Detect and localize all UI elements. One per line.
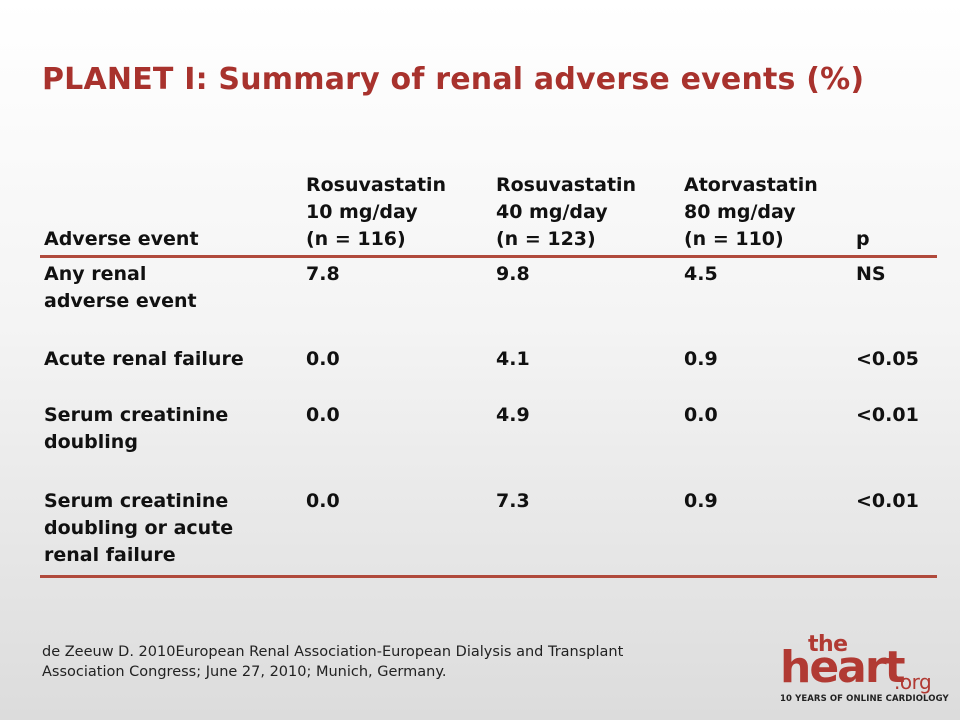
ros10-cell: 0.0 xyxy=(306,403,340,426)
header-rosuvastatin-40: Rosuvastatin 40 mg/day (n = 123) xyxy=(496,174,637,250)
ros10-cell: 7.8 xyxy=(306,263,340,285)
event-cell: Any renal adverse event xyxy=(44,263,197,312)
ros40-cell: 4.1 xyxy=(496,347,530,370)
header-atorvastatin-80: Atorvastatin 80 mg/day (n = 110) xyxy=(684,174,818,250)
slide-title: PLANET I: Summary of renal adverse event… xyxy=(42,62,865,97)
header-p-value: p xyxy=(856,228,870,250)
event-cell: Serum creatinine doubling or acute renal… xyxy=(44,489,234,566)
ator80-cell: 0.9 xyxy=(684,347,718,370)
ator80-cell: 4.5 xyxy=(684,263,718,285)
logo-org: .org xyxy=(894,670,932,694)
ros40-cell: 9.8 xyxy=(496,263,530,285)
p-cell: <0.01 xyxy=(856,489,919,512)
ros40-cell: 7.3 xyxy=(496,489,530,512)
event-cell: Serum creatinine doubling xyxy=(44,403,229,453)
table-row: Serum creatinine doubling or acute renal… xyxy=(40,485,937,577)
header-rosuvastatin-10: Rosuvastatin 10 mg/day (n = 116) xyxy=(306,174,447,250)
ator80-cell: 0.0 xyxy=(684,403,718,426)
logo-heart: heart xyxy=(780,642,906,693)
theheart-logo: the heart .org 10 YEARS OF ONLINE CARDIO… xyxy=(776,632,949,708)
ros10-cell: 0.0 xyxy=(306,347,340,370)
event-cell: Acute renal failure xyxy=(44,347,244,370)
ros40-cell: 4.9 xyxy=(496,403,530,426)
logo-the: the xyxy=(808,632,848,657)
table-row: Acute renal failure 0.0 4.1 0.9 <0.05 xyxy=(40,343,937,399)
table-row: Serum creatinine doubling 0.0 4.9 0.0 <0… xyxy=(40,399,937,485)
table-row: Any renal adverse event 7.8 9.8 4.5 NS xyxy=(40,257,937,343)
header-adverse-event: Adverse event xyxy=(44,228,199,250)
ator80-cell: 0.9 xyxy=(684,489,718,512)
adverse-events-table: Adverse event Rosuvastatin 10 mg/day (n … xyxy=(40,172,937,578)
p-cell: <0.01 xyxy=(856,403,919,426)
p-cell: <0.05 xyxy=(856,347,919,370)
table-header-row: Adverse event Rosuvastatin 10 mg/day (n … xyxy=(40,172,937,257)
logo-tagline: 10 YEARS OF ONLINE CARDIOLOGY xyxy=(780,694,949,704)
ros10-cell: 0.0 xyxy=(306,489,340,512)
reference-citation: de Zeeuw D. 2010European Renal Associati… xyxy=(42,644,624,680)
p-cell: NS xyxy=(856,263,886,285)
